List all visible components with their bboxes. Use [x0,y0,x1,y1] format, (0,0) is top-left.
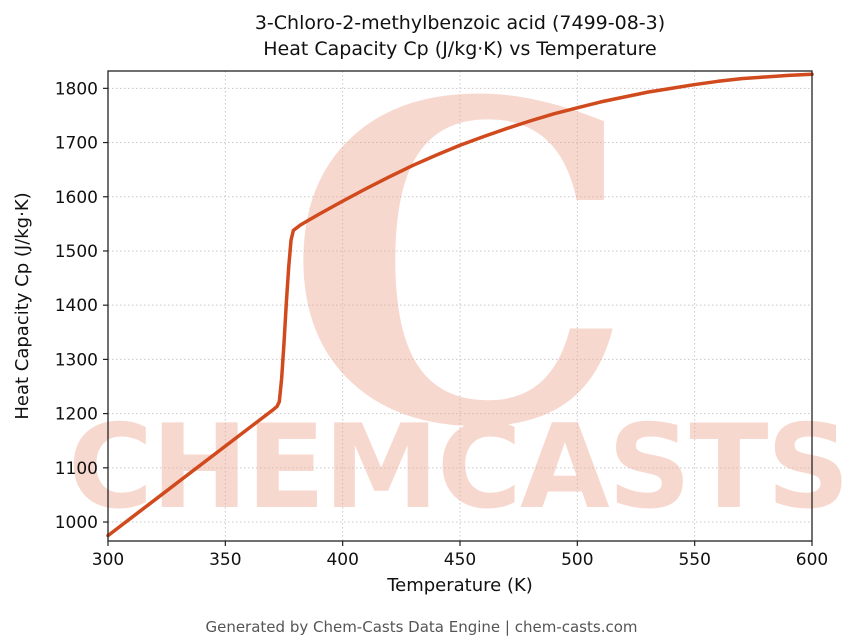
y-axis-label: Heat Capacity Cp (J/kg·K) [12,192,33,419]
chart-title-line2: Heat Capacity Cp (J/kg·K) vs Temperature [263,38,657,60]
svg-text:300: 300 [92,550,124,570]
watermark-brand: CHEMCASTS [68,400,843,535]
svg-text:550: 550 [678,550,710,570]
svg-text:1100: 1100 [55,459,98,479]
tick-labels: 300 350 400 450 500 550 600 1000 1100 1200 1300 140… [55,79,828,570]
svg-text:1300: 1300 [55,350,98,370]
svg-text:1400: 1400 [55,296,98,316]
svg-text:1600: 1600 [55,188,98,208]
watermark-logo: C [285,7,635,524]
tick-marks [103,87,813,546]
svg-text:350: 350 [209,550,241,570]
svg-text:400: 400 [326,550,358,570]
svg-text:1800: 1800 [55,79,98,99]
gridlines [107,71,813,541]
chart-title: 3-Chloro-2-methylbenzoic acid (7499-08-3… [77,10,843,62]
svg-text:600: 600 [796,550,828,570]
svg-text:500: 500 [561,550,593,570]
svg-text:1700: 1700 [55,134,98,154]
svg-text:1000: 1000 [55,513,98,533]
chart-title-line1: 3-Chloro-2-methylbenzoic acid (7499-08-3… [254,12,666,34]
svg-text:450: 450 [444,550,476,570]
cp-line [106,72,814,538]
x-axis-label: Temperature (K) [386,575,533,596]
svg-text:1500: 1500 [55,242,98,262]
footer-text: Generated by Chem-Casts Data Engine | ch… [205,618,638,636]
svg-text:1200: 1200 [55,405,98,425]
